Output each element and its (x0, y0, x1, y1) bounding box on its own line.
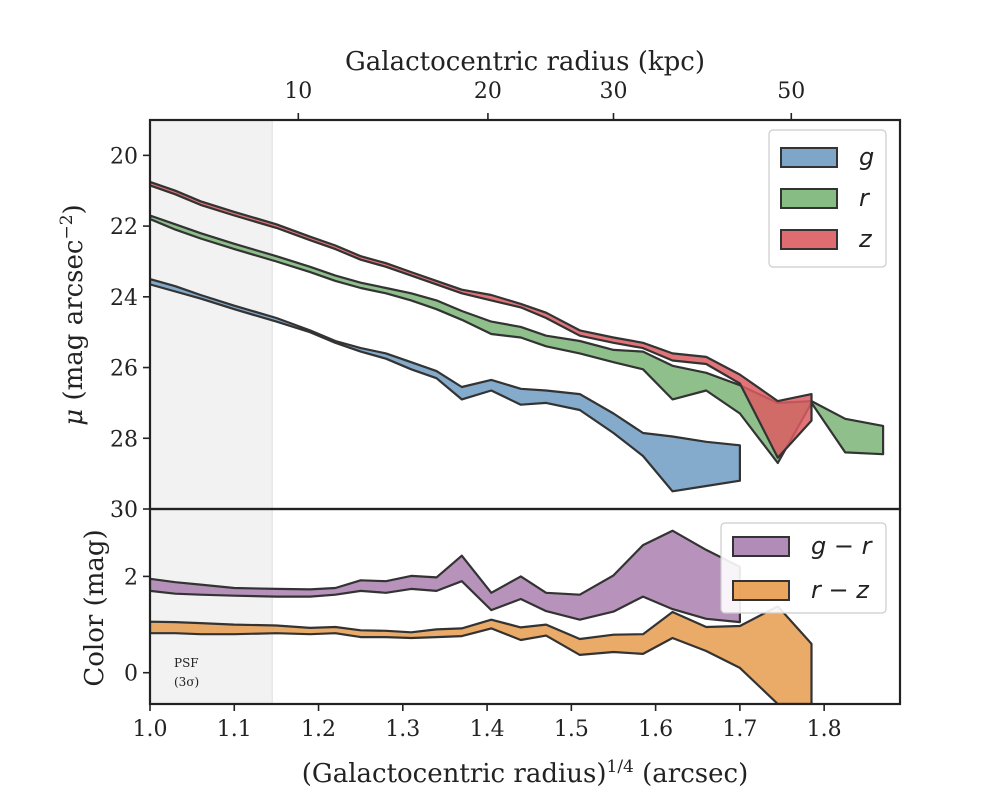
surface-brightness-bands (150, 180, 885, 493)
legend-label: g − r (811, 532, 874, 560)
legend-swatch (780, 229, 838, 250)
top-x-tick-label: 30 (599, 79, 627, 104)
x-axis-title: (Galactocentric radius)1/4 (arcsec) (302, 757, 748, 789)
legend-label: r − z (811, 576, 870, 604)
x-tick-label: 1.3 (385, 717, 420, 742)
axis-ticks: 1.0 1.1 1.2 1.3 1.4 1.5 1.6 1.7 1.810 20 30 5020222… (110, 79, 842, 742)
top-x-tick-label: 50 (777, 79, 805, 104)
legend-label: g (859, 143, 874, 171)
band-r-z (150, 605, 813, 704)
band-g-r (150, 529, 742, 624)
x-tick-label: 1.7 (722, 717, 757, 742)
top-x-tick-label: 20 (474, 79, 502, 104)
legend-swatch (780, 188, 838, 209)
psf-label-line1: PSF (174, 656, 199, 670)
y-axis-title-top: μ (mag arcsec−2) (57, 204, 89, 425)
legend-label: z (858, 225, 873, 253)
legend-color: g − r r − z (720, 522, 887, 614)
y-tick-label: 22 (110, 215, 138, 240)
y-tick-label: 30 (110, 498, 138, 523)
legend-swatch (732, 580, 790, 601)
x-tick-label: 1.8 (807, 717, 842, 742)
legend-swatch (732, 536, 790, 557)
x-tick-label: 1.4 (470, 717, 505, 742)
x-tick-label: 1.1 (217, 717, 252, 742)
x-tick-label: 1.2 (301, 717, 336, 742)
y-tick-label: 20 (110, 144, 138, 169)
top-x-axis-title: Galactocentric radius (kpc) (345, 47, 705, 77)
color-bands (150, 529, 813, 704)
psf-region-bottom (149, 508, 273, 705)
psf-label-line2: (3σ) (174, 675, 199, 689)
legend-label: r (859, 184, 871, 212)
band-r (150, 214, 885, 465)
bottom-panel-frame (148, 507, 902, 706)
y-tick-label: 28 (110, 427, 138, 452)
y-tick-label: 24 (110, 286, 138, 311)
band-z (150, 180, 813, 459)
top-x-tick-label: 10 (284, 79, 312, 104)
legend-swatch (780, 147, 838, 168)
legend-surface-brightness: grz (768, 129, 887, 268)
band-g (150, 278, 742, 493)
x-tick-label: 1.5 (554, 717, 589, 742)
y-tick-label: 26 (110, 357, 138, 382)
y-tick-label: 2 (124, 565, 138, 590)
x-tick-label: 1.0 (133, 717, 168, 742)
y-tick-label: 0 (124, 662, 138, 687)
y-axis-title-bottom: Color (mag) (80, 529, 110, 686)
x-tick-label: 1.6 (638, 717, 673, 742)
